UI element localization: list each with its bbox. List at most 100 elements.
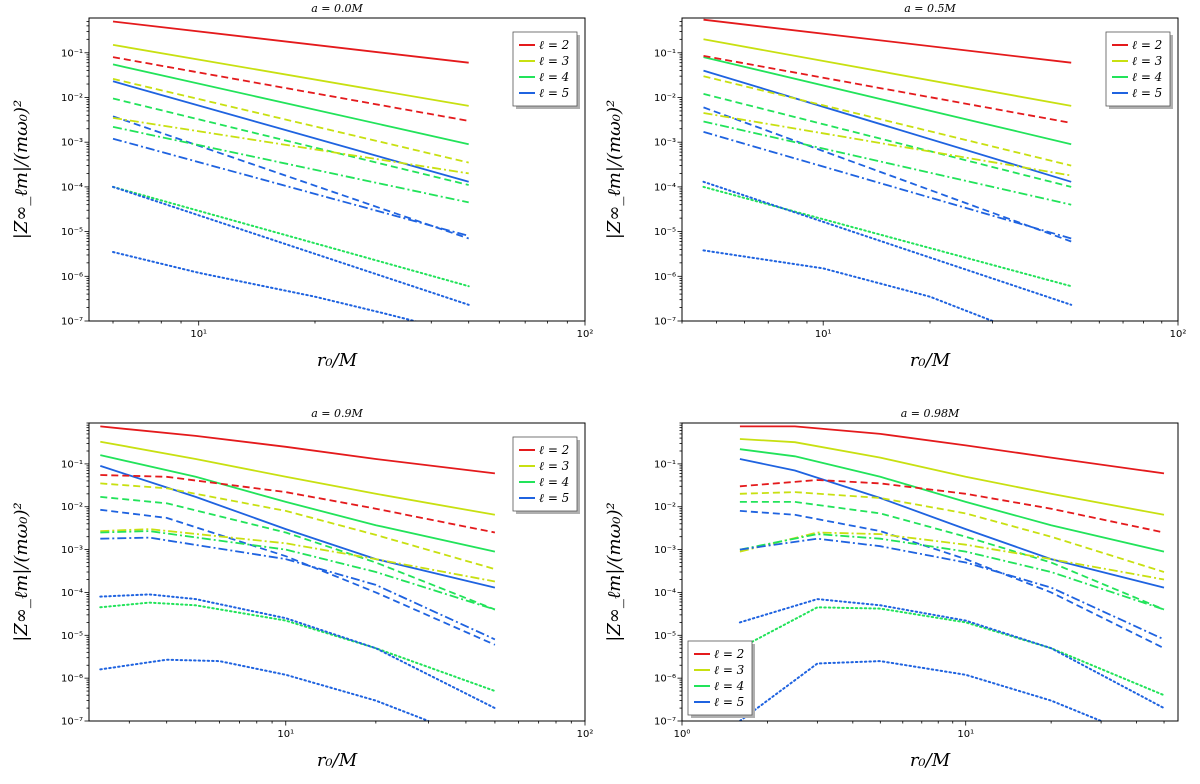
legend-label: ℓ = 3 bbox=[539, 54, 570, 68]
x-tick-label: 10⁰ bbox=[674, 729, 691, 740]
x-tick-label: 10² bbox=[577, 729, 594, 740]
y-tick-label: 10⁻⁴ bbox=[61, 182, 83, 193]
series-line-l3m2 bbox=[100, 482, 496, 570]
axes-frame bbox=[681, 17, 1179, 322]
x-axis-label: r₀/M bbox=[910, 350, 951, 371]
legend-label: ℓ = 3 bbox=[714, 663, 745, 677]
legend: ℓ = 2 ℓ = 3 ℓ = 4 ℓ = 5 bbox=[687, 640, 755, 718]
series-line-l4m2 bbox=[100, 530, 496, 611]
y-tick-label: 10⁻⁵ bbox=[61, 631, 83, 642]
panel-4: 10⁰ 10¹ 10⁻⁷ 10⁻⁶ 10⁻⁵ 10⁻⁴ 10⁻³ 10⁻² 10⁻¹ a = 0.… bbox=[604, 407, 1179, 771]
series-line-l2m1 bbox=[100, 474, 496, 534]
x-axis-label: r₀/M bbox=[317, 750, 358, 771]
y-axis-label: |Z∞_ℓm|/(mω₀)² bbox=[11, 502, 32, 641]
legend: ℓ = 2 ℓ = 3 ℓ = 4 ℓ = 5 bbox=[1105, 31, 1173, 109]
y-tick-label: 10⁻⁶ bbox=[61, 674, 83, 685]
series-line-l5m1 bbox=[702, 249, 994, 321]
series-line-l4m4 bbox=[703, 56, 1072, 146]
y-tick-label: 10⁻¹ bbox=[61, 48, 83, 59]
series-line-l5m2 bbox=[112, 185, 470, 306]
y-tick-label: 10⁻² bbox=[61, 502, 83, 513]
axes-frame bbox=[88, 422, 586, 722]
series-line-l4m3 bbox=[703, 93, 1072, 188]
series-line-l3m3 bbox=[112, 44, 469, 107]
series-line-l5m5 bbox=[703, 69, 1072, 183]
series-group bbox=[99, 425, 496, 721]
series-line-l5m5 bbox=[100, 465, 496, 589]
series-line-l3m1 bbox=[703, 112, 1072, 177]
x-axis-label: r₀/M bbox=[317, 350, 358, 371]
series-line-l4m1 bbox=[702, 185, 1073, 288]
legend-label: ℓ = 2 bbox=[714, 647, 744, 661]
series-group bbox=[738, 425, 1165, 721]
series-line-l5m1 bbox=[99, 658, 430, 721]
panel-1: 10¹ 10² 10⁻⁷ 10⁻⁶ 10⁻⁵ 10⁻⁴ 10⁻³ 10⁻² 10⁻¹ a = 0.… bbox=[11, 2, 593, 371]
series-line-l3m2 bbox=[739, 491, 1165, 573]
series-line-l5m3 bbox=[112, 137, 469, 237]
series-line-l4m2 bbox=[112, 126, 469, 204]
panel-title: a = 0.98M bbox=[901, 407, 960, 420]
axes-frame bbox=[88, 17, 586, 322]
series-line-l5m4 bbox=[703, 106, 1072, 243]
legend-label: ℓ = 4 bbox=[714, 679, 744, 693]
series-line-l2m1 bbox=[703, 55, 1072, 124]
y-tick-label: 10⁻⁶ bbox=[61, 272, 83, 283]
series-line-l5m2 bbox=[738, 598, 1165, 710]
y-axis-label: |Z∞_ℓm|/(mω₀)² bbox=[11, 100, 32, 239]
series-line-l5m4 bbox=[100, 508, 496, 646]
series-group bbox=[702, 18, 1073, 321]
series-line-l4m1 bbox=[738, 606, 1165, 697]
series-line-l5m3 bbox=[703, 131, 1072, 240]
legend-label: ℓ = 5 bbox=[714, 695, 744, 709]
y-tick-label: 10⁻² bbox=[654, 93, 676, 104]
x-axis-label: r₀/M bbox=[910, 750, 951, 771]
y-axis-label: |Z∞_ℓm|/(mω₀)² bbox=[604, 100, 625, 239]
series-line-l3m1 bbox=[100, 528, 496, 583]
series-line-l5m2 bbox=[99, 593, 496, 710]
panel-3: 10¹ 10² 10⁻⁷ 10⁻⁶ 10⁻⁵ 10⁻⁴ 10⁻³ 10⁻² 10⁻¹ a = 0.… bbox=[11, 407, 593, 771]
x-tick-label: 10² bbox=[1170, 329, 1187, 340]
series-line-l4m3 bbox=[739, 500, 1165, 611]
series-line-l3m2 bbox=[112, 78, 469, 164]
y-tick-label: 10⁻⁴ bbox=[654, 588, 676, 599]
legend: ℓ = 2 ℓ = 3 ℓ = 4 ℓ = 5 bbox=[512, 436, 580, 514]
series-line-l5m1 bbox=[112, 251, 419, 321]
y-tick-label: 10⁻⁵ bbox=[654, 631, 676, 642]
y-tick-label: 10⁻⁷ bbox=[61, 717, 83, 728]
series-line-l5m4 bbox=[112, 115, 469, 240]
series-line-l4m1 bbox=[112, 185, 470, 288]
series-line-l4m1 bbox=[99, 601, 496, 692]
series-line-l4m2 bbox=[739, 533, 1165, 611]
legend-label: ℓ = 5 bbox=[539, 491, 569, 505]
series-line-l4m4 bbox=[739, 448, 1165, 553]
x-tick-label: 10¹ bbox=[277, 729, 294, 740]
y-tick-label: 10⁻⁴ bbox=[61, 588, 83, 599]
legend-label: ℓ = 2 bbox=[539, 38, 569, 52]
y-tick-label: 10⁻⁷ bbox=[654, 317, 676, 328]
y-tick-label: 10⁻² bbox=[61, 93, 83, 104]
series-line-l2m1 bbox=[739, 479, 1165, 534]
series-line-l2m1 bbox=[112, 56, 469, 122]
x-tick-label: 10¹ bbox=[190, 329, 207, 340]
y-tick-label: 10⁻⁵ bbox=[61, 227, 83, 238]
series-line-l3m3 bbox=[100, 440, 496, 516]
series-line-l4m3 bbox=[100, 496, 496, 611]
y-tick-label: 10⁻⁶ bbox=[654, 272, 676, 283]
y-tick-label: 10⁻⁶ bbox=[654, 674, 676, 685]
series-line-l2m2 bbox=[112, 20, 469, 64]
series-line-l2m2 bbox=[739, 425, 1165, 475]
y-tick-label: 10⁻³ bbox=[654, 545, 676, 556]
x-tick-label: 10¹ bbox=[815, 329, 832, 340]
series-line-l3m3 bbox=[703, 38, 1072, 107]
y-tick-label: 10⁻³ bbox=[654, 138, 676, 149]
panel-title: a = 0.5M bbox=[904, 2, 956, 15]
panel-title: a = 0.0M bbox=[311, 2, 363, 15]
y-tick-label: 10⁻³ bbox=[61, 138, 83, 149]
y-tick-label: 10⁻⁷ bbox=[654, 717, 676, 728]
y-tick-label: 10⁻⁴ bbox=[654, 182, 676, 193]
y-tick-label: 10⁻³ bbox=[61, 545, 83, 556]
y-tick-label: 10⁻¹ bbox=[61, 459, 83, 470]
series-line-l2m2 bbox=[100, 425, 496, 475]
series-line-l3m2 bbox=[703, 75, 1072, 167]
legend-label: ℓ = 5 bbox=[1132, 86, 1162, 100]
